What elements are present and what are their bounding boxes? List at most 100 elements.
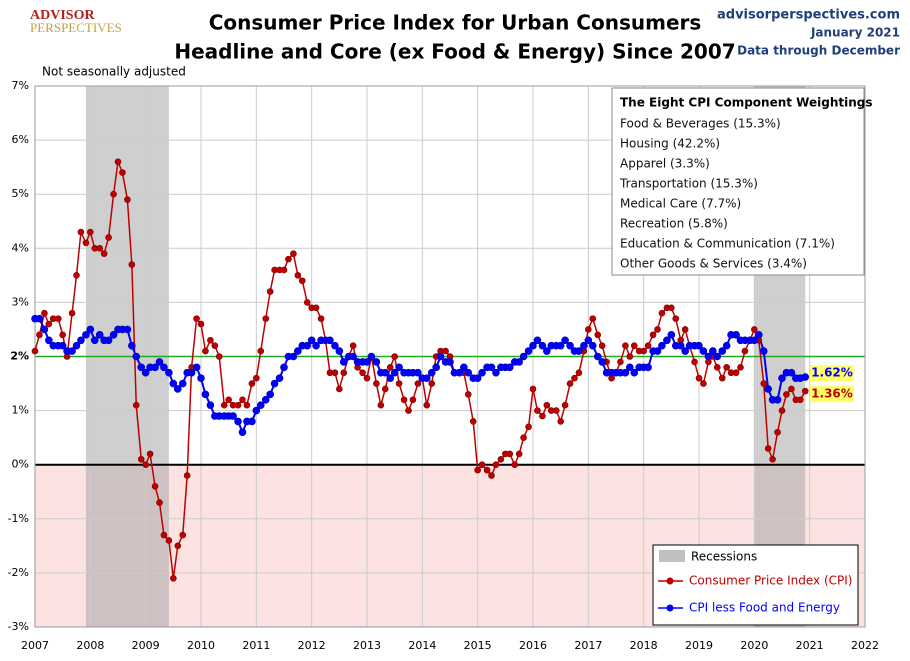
data-point — [561, 401, 569, 409]
data-point — [335, 347, 344, 355]
data-point — [778, 407, 786, 414]
data-point — [695, 374, 703, 382]
data-point — [511, 461, 519, 469]
data-point — [363, 374, 371, 382]
weighting-item: Education & Communication (7.1%) — [620, 237, 835, 251]
data-point — [405, 407, 412, 414]
data-point — [672, 315, 680, 322]
data-point — [381, 385, 389, 393]
data-point — [483, 466, 491, 474]
x-tick-label: 2015 — [464, 639, 492, 652]
data-point — [722, 341, 731, 350]
data-point — [119, 169, 126, 176]
data-point — [132, 352, 141, 361]
data-point — [760, 380, 768, 387]
data-point — [556, 341, 565, 350]
data-point — [801, 387, 809, 395]
plot-border — [34, 85, 866, 628]
data-point — [58, 341, 67, 350]
data-point — [86, 325, 95, 334]
data-point — [704, 352, 713, 361]
data-point — [68, 309, 76, 317]
y-tick-label: -3% — [8, 620, 29, 633]
data-point — [109, 331, 118, 339]
data-point — [349, 352, 357, 361]
data-point — [73, 272, 80, 279]
weightings-box — [611, 87, 865, 276]
data-point — [270, 379, 279, 388]
data-point — [668, 304, 675, 312]
data-point — [331, 369, 339, 377]
data-point — [529, 385, 537, 393]
weighting-item: Recreation (5.8%) — [620, 217, 728, 231]
data-point — [331, 341, 339, 350]
data-point — [515, 358, 523, 366]
data-point — [783, 391, 790, 398]
data-point — [713, 364, 721, 371]
data-point — [617, 358, 624, 366]
data-point — [750, 336, 759, 345]
data-point — [534, 407, 541, 414]
data-point — [193, 315, 200, 322]
x-tick-label: 2011 — [242, 639, 270, 652]
data-point — [492, 368, 500, 377]
data-point — [174, 542, 182, 550]
x-tick-label: 2018 — [630, 639, 658, 652]
data-point — [505, 363, 514, 372]
data-point — [515, 450, 523, 458]
data-point — [796, 396, 804, 404]
data-point — [68, 347, 76, 355]
data-point — [386, 364, 394, 371]
data-point — [137, 455, 145, 463]
data-point — [173, 385, 182, 393]
data-point — [718, 347, 727, 355]
data-point — [769, 455, 776, 463]
data-point — [487, 363, 496, 372]
data-point — [801, 373, 810, 381]
data-point — [151, 363, 159, 372]
data-point — [197, 320, 205, 328]
data-point — [87, 228, 94, 236]
data-point — [663, 336, 671, 345]
data-point — [787, 368, 796, 377]
legend-label: CPI less Food and Energy — [689, 601, 840, 615]
data-point — [571, 374, 578, 382]
data-point — [640, 347, 647, 355]
data-point — [658, 309, 666, 317]
y-tick-label: 2% — [10, 350, 29, 363]
data-point — [423, 401, 431, 409]
data-point — [156, 499, 163, 506]
data-point — [35, 314, 44, 323]
data-point — [289, 352, 298, 361]
end-label: 1.62% — [811, 366, 853, 380]
data-point — [155, 358, 164, 366]
legend-label: Recessions — [691, 550, 757, 564]
data-point — [575, 369, 583, 377]
data-point — [72, 341, 81, 350]
data-point — [266, 288, 274, 295]
data-point — [428, 380, 436, 387]
data-point — [649, 331, 657, 339]
annotation: Not seasonally adjusted — [42, 65, 186, 79]
data-point — [538, 341, 547, 350]
data-point — [36, 331, 43, 339]
x-tick-label: 2022 — [851, 639, 879, 652]
data-point — [469, 418, 477, 425]
data-point — [340, 369, 348, 377]
data-point — [31, 347, 39, 355]
data-point — [128, 261, 136, 268]
data-point — [566, 380, 574, 387]
data-point — [225, 396, 232, 404]
data-point — [588, 341, 597, 350]
data-point — [123, 325, 132, 334]
data-point — [238, 428, 247, 437]
logo-line2: PERSPECTIVES — [30, 20, 122, 35]
data-point — [764, 445, 772, 452]
data-point — [41, 309, 48, 317]
data-point — [533, 336, 542, 345]
data-point — [202, 347, 209, 355]
data-point — [630, 342, 638, 349]
x-tick-label: 2020 — [740, 639, 768, 652]
data-point — [524, 347, 533, 355]
data-point — [298, 277, 306, 285]
